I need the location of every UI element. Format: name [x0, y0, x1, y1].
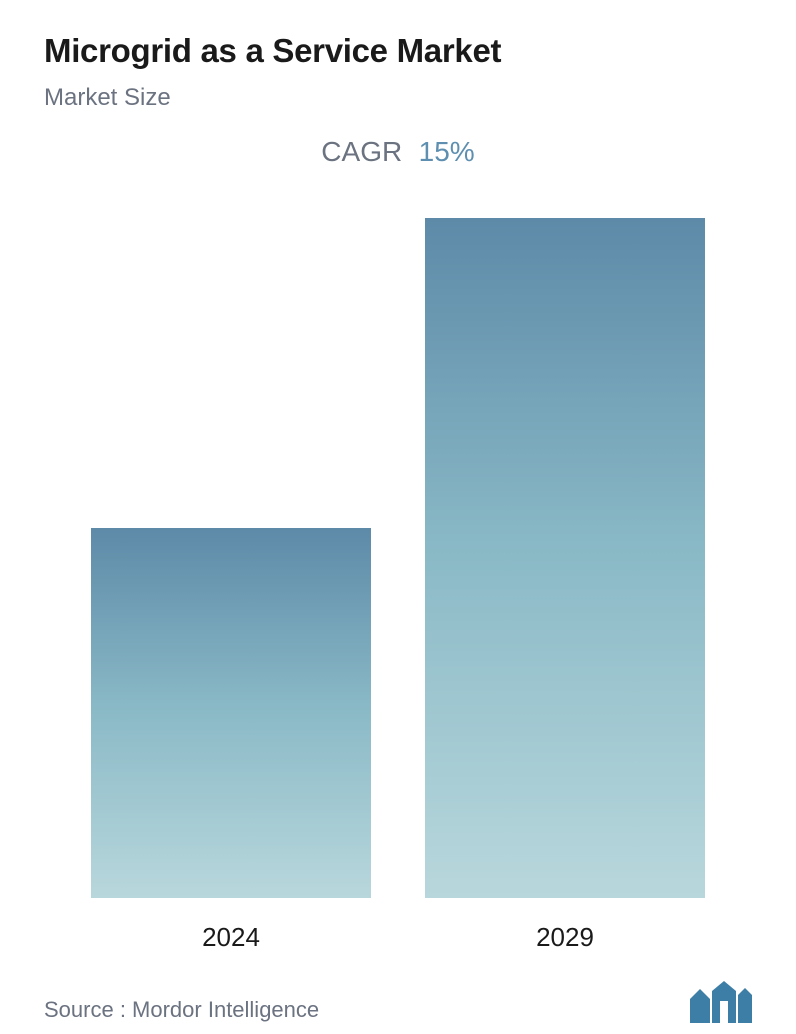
bar-1 — [425, 218, 705, 898]
cagr-row: CAGR 15% — [44, 136, 752, 168]
chart-container: Microgrid as a Service Market Market Siz… — [0, 0, 796, 1034]
chart-area: 2024 2029 — [44, 218, 752, 953]
bar-label-0: 2024 — [202, 922, 260, 953]
cagr-value: 15% — [419, 136, 475, 167]
chart-subtitle: Market Size — [44, 84, 752, 112]
brand-logo-icon — [690, 981, 752, 1023]
footer: Source : Mordor Intelligence — [44, 963, 752, 1023]
bar-group-1: 2029 — [425, 218, 705, 953]
cagr-label: CAGR — [321, 136, 402, 167]
bar-group-0: 2024 — [91, 528, 371, 953]
source-text: Source : Mordor Intelligence — [44, 997, 319, 1023]
bar-0 — [91, 528, 371, 898]
chart-title: Microgrid as a Service Market — [44, 32, 752, 70]
bar-label-1: 2029 — [536, 922, 594, 953]
